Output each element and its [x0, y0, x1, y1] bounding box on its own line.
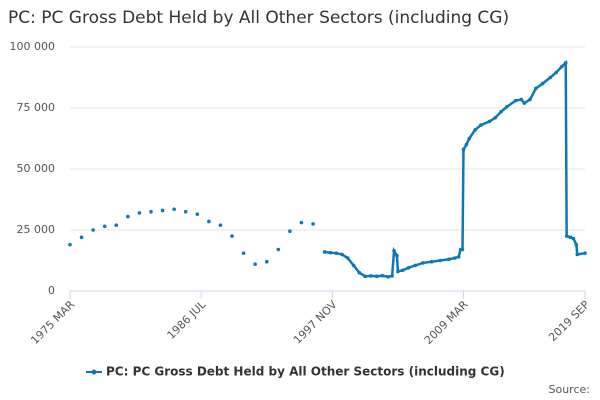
point	[554, 70, 558, 75]
point	[207, 219, 211, 224]
x-tick-label: 1997 NOV	[291, 298, 340, 347]
point	[137, 211, 142, 215]
point	[396, 269, 400, 274]
point	[519, 97, 524, 102]
point	[276, 247, 281, 252]
point	[102, 224, 107, 229]
point	[340, 252, 344, 257]
point	[528, 97, 532, 102]
point	[479, 123, 483, 127]
y-tick-label: 50 000	[17, 162, 56, 175]
point	[149, 209, 153, 214]
point	[322, 250, 327, 254]
point	[183, 209, 188, 214]
point	[160, 208, 165, 213]
point	[351, 263, 356, 268]
y-tick-label: 25 000	[17, 223, 56, 236]
x-tick-label: 2019 SEP	[546, 298, 592, 344]
y-tick-label: 75 000	[17, 101, 56, 114]
point	[571, 236, 576, 241]
point	[568, 235, 573, 240]
point	[406, 266, 411, 270]
point	[563, 61, 568, 65]
point	[540, 81, 545, 86]
x-tick-label: 1986 JUL	[165, 297, 209, 341]
point	[564, 234, 569, 238]
point	[413, 263, 418, 268]
point	[334, 251, 338, 255]
point	[299, 220, 304, 225]
point	[467, 136, 472, 141]
point	[583, 251, 587, 255]
point	[447, 257, 451, 262]
point	[114, 223, 119, 227]
point	[392, 248, 396, 253]
y-tick-label: 0	[48, 284, 55, 297]
legend-label: PC: PC Gross Debt Held by All Other Sect…	[106, 365, 505, 379]
y-tick-label: 100 000	[10, 40, 56, 53]
point	[548, 75, 553, 80]
point	[311, 222, 315, 226]
point	[464, 142, 469, 147]
point	[386, 275, 391, 279]
point	[68, 242, 72, 247]
point	[421, 261, 425, 265]
point	[241, 251, 246, 255]
point	[560, 64, 564, 69]
point	[575, 252, 580, 257]
point	[429, 259, 434, 264]
point	[574, 242, 579, 247]
point	[328, 250, 333, 255]
x-tick-label: 2009 MAR	[422, 298, 471, 347]
point	[473, 128, 477, 132]
point	[453, 256, 457, 260]
point	[288, 229, 292, 234]
source: Source:	[549, 383, 591, 396]
point	[374, 274, 379, 279]
point	[369, 274, 373, 278]
point	[487, 119, 492, 124]
point	[357, 270, 362, 275]
point	[505, 104, 509, 109]
point	[172, 207, 176, 212]
point	[195, 212, 200, 216]
x-tick-label: 1975 MAR	[28, 298, 77, 347]
point	[380, 273, 385, 278]
point	[513, 98, 518, 103]
point	[230, 234, 234, 238]
line	[324, 59, 586, 279]
point	[345, 256, 350, 260]
point	[218, 223, 223, 227]
point	[493, 115, 498, 120]
legend-marker	[91, 369, 97, 375]
point	[126, 214, 130, 219]
point	[460, 247, 465, 252]
point	[499, 109, 503, 114]
point	[390, 274, 394, 278]
point	[395, 253, 399, 258]
point	[79, 235, 84, 240]
point	[438, 258, 443, 263]
point	[456, 255, 461, 259]
chart-title: PC: PC Gross Debt Held by All Other Sect…	[8, 8, 509, 28]
point	[91, 228, 95, 232]
point	[253, 262, 257, 266]
point	[400, 268, 405, 273]
point	[534, 86, 538, 91]
point	[264, 259, 269, 264]
point	[522, 101, 527, 105]
point	[461, 147, 466, 152]
point	[363, 274, 367, 279]
